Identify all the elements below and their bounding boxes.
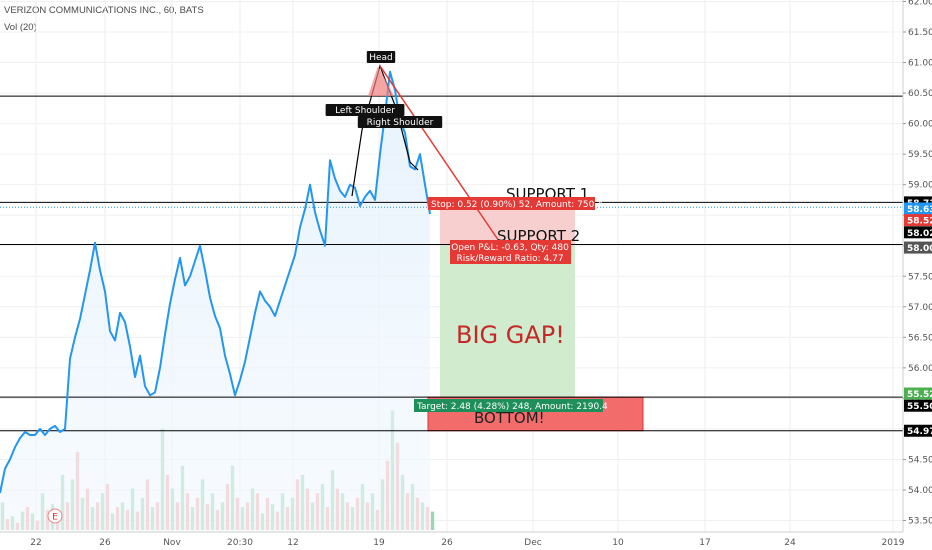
earnings-circle bbox=[47, 508, 63, 524]
volume-label: Vol (20) bbox=[4, 22, 37, 33]
trend-line bbox=[379, 65, 506, 251]
earnings-marker: E bbox=[47, 508, 63, 524]
annotation-bg bbox=[366, 51, 396, 63]
price-tag: 58.63 bbox=[907, 205, 932, 215]
y-tick-label: 60.00 bbox=[908, 120, 932, 130]
price-tag: 54.97 bbox=[907, 427, 932, 437]
x-tick-label: 24 bbox=[784, 538, 796, 548]
bottom-label: BOTTOM! bbox=[474, 409, 545, 427]
price-tag-bg bbox=[904, 202, 932, 215]
y-axis-panel bbox=[903, 0, 932, 550]
symbol-title: VERIZON COMMUNICATIONS INC., 60, BATS bbox=[4, 5, 204, 16]
price-tag-bg bbox=[904, 424, 932, 437]
y-tick-label: 61.00 bbox=[908, 59, 932, 69]
annotation-bg bbox=[325, 104, 405, 116]
x-tick-label: 19 bbox=[373, 538, 385, 548]
volume-bar bbox=[430, 511, 435, 530]
head-label: Head bbox=[366, 51, 396, 63]
x-tick-label: 10 bbox=[612, 538, 624, 548]
target-text: Target: 2.48 (4.28%) 248, Amount: 2190.4 bbox=[416, 402, 608, 412]
y-tick-label: 62.00 bbox=[908, 0, 932, 8]
price-tag: 55.52 bbox=[907, 390, 932, 400]
price-tag-bg bbox=[904, 387, 932, 400]
y-tick-label: 59.50 bbox=[908, 150, 932, 160]
annotation-bg bbox=[357, 116, 443, 128]
y-tick-label: 59.00 bbox=[908, 181, 932, 191]
x-tick-label: 12 bbox=[287, 538, 298, 548]
annotation-text: Right Shoulder bbox=[367, 118, 434, 128]
y-tick-label: 60.50 bbox=[908, 89, 932, 99]
price-tag: 58.00 bbox=[907, 244, 932, 254]
y-tick-label: 61.50 bbox=[908, 28, 932, 38]
x-tick-label: 26 bbox=[441, 538, 453, 548]
price-tag: 55.50 bbox=[907, 402, 932, 412]
y-tick-label: 57.50 bbox=[908, 272, 932, 282]
stop-text: Stop: 0.52 (0.90%) 52, Amount: 750.4 bbox=[431, 200, 603, 210]
target-zone bbox=[440, 245, 575, 398]
price-line bbox=[0, 70, 431, 494]
x-tick-label: 17 bbox=[699, 538, 710, 548]
earnings-text: E bbox=[52, 513, 58, 523]
price-tag-bg bbox=[904, 226, 932, 239]
target-label: Target: 2.48 (4.28%) 248, Amount: 2190.4 bbox=[414, 399, 608, 412]
x-tick-label: Dec bbox=[524, 538, 541, 548]
left-shoulder-label: Left Shoulder bbox=[325, 104, 405, 116]
pnl-bg bbox=[450, 240, 571, 264]
price-tag-bg bbox=[904, 214, 932, 227]
head-fill bbox=[368, 66, 394, 96]
y-tick-label: 53.50 bbox=[908, 517, 932, 527]
y-tick-label: 56.00 bbox=[908, 364, 932, 374]
y-tick-label: 56.50 bbox=[908, 333, 932, 343]
price-area bbox=[0, 71, 430, 532]
price-tag: 58.02 bbox=[907, 229, 932, 239]
x-tick-label: 26 bbox=[99, 538, 111, 548]
price-tag: 58.52 bbox=[907, 217, 932, 227]
big-gap-label: BIG GAP! bbox=[456, 321, 565, 349]
x-axis-panel bbox=[0, 532, 932, 550]
annotation-text: Left Shoulder bbox=[335, 106, 395, 116]
annotation-text: Head bbox=[369, 53, 393, 63]
x-tick-label: 2019 bbox=[882, 538, 905, 548]
y-tick-label: 54.50 bbox=[908, 455, 932, 465]
pnl-text: Open P&L: -0.63, Qty: 480 bbox=[451, 243, 569, 253]
rr-text: Risk/Reward Ratio: 4.77 bbox=[456, 254, 563, 264]
price-tag-bg bbox=[904, 241, 932, 254]
target-bg bbox=[414, 399, 603, 412]
stop-label: Stop: 0.52 (0.90%) 52, Amount: 750.4 bbox=[428, 197, 603, 210]
price-tag-bg bbox=[904, 399, 932, 412]
right-shoulder-label: Right Shoulder bbox=[357, 116, 443, 128]
y-tick-label: 57.00 bbox=[908, 303, 932, 313]
x-tick-label: 22 bbox=[30, 538, 41, 548]
x-tick-label: 20:30 bbox=[227, 538, 253, 548]
x-tick-label: Nov bbox=[163, 538, 181, 548]
stop-bg bbox=[428, 197, 595, 210]
y-tick-label: 54.00 bbox=[908, 486, 932, 496]
